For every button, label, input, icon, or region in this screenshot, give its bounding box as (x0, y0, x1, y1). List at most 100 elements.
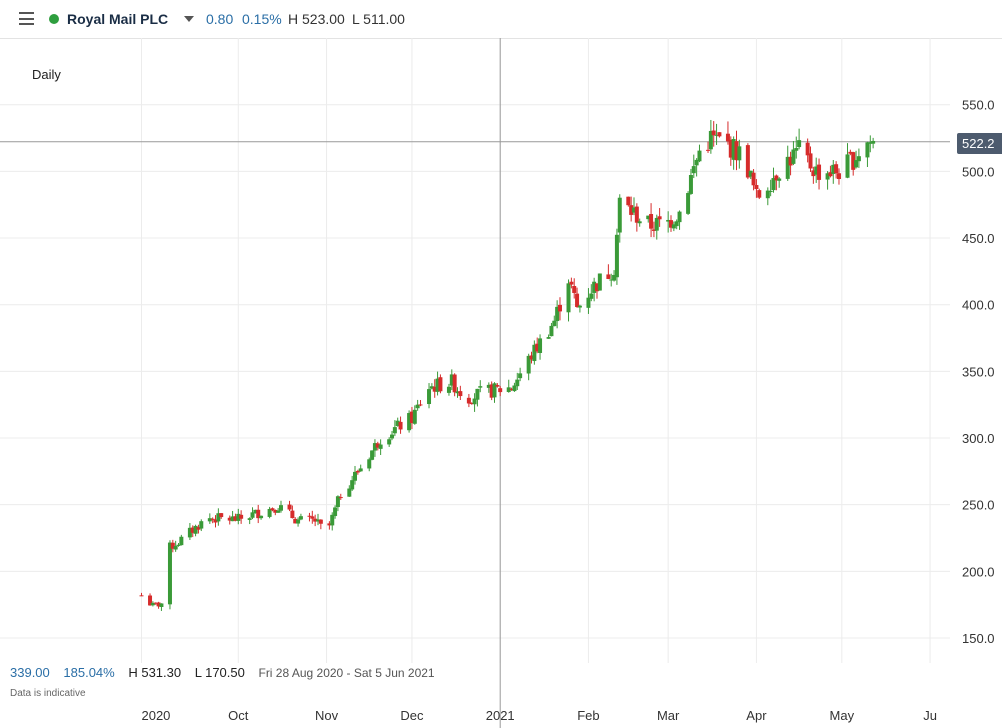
candle (412, 405, 417, 425)
price-change-percent: 0.15% (242, 11, 282, 27)
candle (808, 146, 813, 173)
candle (353, 465, 358, 485)
candle (697, 144, 702, 163)
candle (532, 340, 537, 365)
candle (546, 334, 551, 339)
candle (327, 521, 332, 530)
day-high: H 523.00 (288, 11, 345, 27)
candle (310, 510, 315, 524)
candle (418, 400, 423, 407)
data-note: Data is indicative (10, 688, 86, 699)
candle (597, 273, 602, 291)
candle (654, 214, 659, 240)
candle (458, 385, 463, 401)
candle (825, 171, 830, 190)
candle (392, 420, 397, 437)
candle (671, 221, 676, 232)
candle (333, 505, 338, 519)
candle (856, 148, 861, 168)
candle (372, 439, 377, 457)
candle (159, 603, 164, 611)
candle (515, 372, 520, 390)
candle (316, 513, 320, 526)
candle (669, 215, 674, 232)
chevron-down-icon[interactable] (184, 16, 194, 22)
y-tick-label: 550.0 (962, 98, 995, 113)
x-tick-label: Apr (746, 708, 767, 723)
candle (495, 383, 500, 388)
candle (429, 383, 434, 390)
candle (811, 166, 816, 184)
candle (233, 513, 238, 522)
candle (150, 601, 155, 607)
candle (427, 383, 432, 409)
candle (390, 430, 395, 441)
candle (836, 168, 841, 185)
candle (156, 601, 161, 609)
date-range: Fri 28 Aug 2020 - Sat 5 Jun 2021 (258, 666, 435, 680)
candle (629, 196, 634, 222)
crosshair (0, 38, 950, 728)
price-chart[interactable]: 550.0 500.0 450.0 400.0 350.0 300.0 250.0 200.0… (0, 38, 1002, 728)
candle (651, 221, 656, 238)
candle (538, 334, 543, 360)
candle (472, 393, 477, 412)
candle (791, 141, 796, 166)
candle (173, 540, 178, 552)
candle (230, 510, 235, 522)
candle (478, 380, 483, 393)
candle (557, 297, 562, 321)
candle (794, 136, 799, 159)
x-tick-label: Feb (577, 708, 599, 723)
candle (435, 371, 440, 396)
candle (239, 510, 244, 524)
candle (259, 515, 264, 520)
candle (307, 512, 312, 522)
y-tick-label: 500.0 (962, 164, 995, 179)
candle (139, 592, 144, 597)
candle (577, 304, 582, 313)
candle (236, 508, 241, 525)
candle (731, 136, 736, 170)
candle (765, 187, 770, 206)
y-tick-label: 400.0 (962, 298, 995, 313)
instrument-name[interactable]: Royal Mail PLC (67, 11, 169, 27)
candle (854, 150, 859, 169)
current-price-tag: 522.2 (957, 133, 1002, 154)
candle (777, 177, 782, 188)
candle (438, 374, 443, 394)
candle (375, 441, 380, 451)
y-axis: 550.0 500.0 450.0 400.0 350.0 300.0 250.0 200.0… (962, 98, 995, 646)
range-change-percent: 185.04% (63, 665, 115, 680)
x-axis: 2020 Oct Nov Dec 2021 Feb Mar Apr May Ju (141, 708, 936, 723)
candle (273, 509, 278, 516)
candle (606, 264, 611, 280)
candle (745, 143, 750, 180)
candles (139, 119, 876, 611)
candle (771, 167, 776, 193)
candle (196, 524, 201, 534)
candle (708, 119, 713, 154)
grid-lines (0, 38, 950, 663)
candle (256, 504, 261, 524)
candle (190, 525, 195, 538)
menu-icon[interactable] (19, 12, 34, 25)
candle (518, 367, 523, 382)
candle (657, 208, 662, 227)
candle (358, 464, 363, 472)
candle (725, 121, 730, 145)
candle (614, 228, 619, 285)
candle (569, 277, 574, 289)
y-tick-label: 250.0 (962, 498, 995, 513)
candle (313, 514, 318, 527)
candle (318, 519, 323, 530)
candle (469, 402, 474, 405)
candle (626, 196, 631, 207)
x-tick-label: Mar (657, 708, 680, 723)
x-tick-label: 2020 (141, 708, 170, 723)
candle (805, 138, 810, 163)
candle (489, 381, 494, 401)
candle (409, 406, 414, 429)
candle (199, 519, 204, 532)
candle (649, 203, 654, 238)
